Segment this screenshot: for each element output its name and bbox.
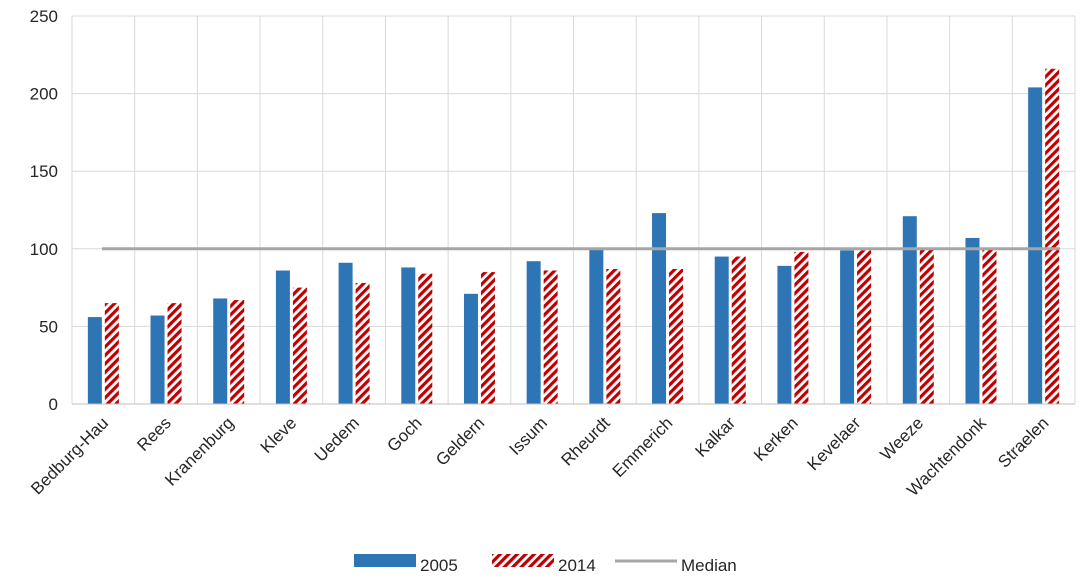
x-tick-label: Straelen: [994, 413, 1052, 471]
bar-2014: [731, 256, 746, 404]
x-tick-label: Kalkar: [692, 413, 740, 461]
x-tick-label: Goch: [383, 413, 425, 455]
bar-2005: [840, 250, 855, 404]
x-tick-label: Emmerich: [609, 413, 677, 481]
y-axis: 0 50 100 150 200 250: [30, 7, 58, 414]
x-tick-label: Kerken: [750, 413, 802, 465]
bar-2014: [606, 268, 621, 404]
bar-2014: [292, 287, 307, 404]
y-tick-label: 50: [39, 317, 58, 336]
bar-2005: [213, 298, 228, 404]
bar-2005: [714, 256, 729, 404]
y-tick-label: 0: [49, 395, 58, 414]
bar-2005: [463, 293, 478, 404]
legend: 2005 2014 Median: [354, 554, 737, 575]
bars: [87, 68, 1060, 404]
bar-2014: [669, 268, 684, 404]
bar-2014: [355, 282, 370, 404]
x-tick-label: Kleve: [257, 413, 301, 457]
y-tick-label: 100: [30, 240, 58, 259]
bar-2005: [965, 237, 980, 404]
bar-2005: [526, 261, 541, 404]
bar-2005: [1028, 87, 1043, 404]
x-tick-label: Bedburg-Hau: [27, 413, 112, 498]
bar-2005: [902, 216, 917, 404]
bar-2005: [150, 315, 165, 404]
bar-2005: [777, 265, 792, 404]
y-tick-label: 200: [30, 85, 58, 104]
legend-swatch-2014: [492, 554, 554, 567]
bar-2014: [919, 248, 934, 404]
bar-2005: [401, 267, 416, 404]
x-tick-label: Geldern: [432, 413, 488, 469]
bar-2005: [652, 213, 667, 404]
bar-2014: [104, 303, 119, 404]
bar-2014: [857, 250, 872, 404]
x-tick-label: Rheurdt: [557, 413, 613, 469]
bar-2005: [589, 248, 604, 404]
bar-2005: [275, 270, 290, 404]
bar-2014: [230, 300, 245, 404]
legend-swatch-2005: [354, 554, 416, 567]
bar-2005: [87, 317, 102, 404]
x-tick-label: Rees: [133, 413, 174, 454]
bar-2014: [480, 272, 495, 404]
bar-2014: [794, 251, 809, 404]
x-tick-label: Weeze: [876, 413, 927, 464]
gridlines: [71, 15, 1076, 404]
x-tick-label: Kevelaer: [804, 413, 865, 474]
y-tick-label: 150: [30, 162, 58, 181]
x-tick-label: Issum: [505, 413, 550, 458]
bar-2005: [338, 262, 353, 404]
bar-2014: [167, 303, 182, 404]
bar-2014: [543, 270, 558, 404]
bar-2014: [1045, 68, 1060, 404]
bar-2014: [418, 273, 433, 404]
x-tick-label: Uedem: [311, 413, 363, 465]
legend-label-2005: 2005: [420, 556, 458, 575]
legend-label-median: Median: [681, 556, 737, 575]
y-tick-label: 250: [30, 7, 58, 26]
bar-2014: [982, 248, 997, 404]
legend-label-2014: 2014: [558, 556, 596, 575]
